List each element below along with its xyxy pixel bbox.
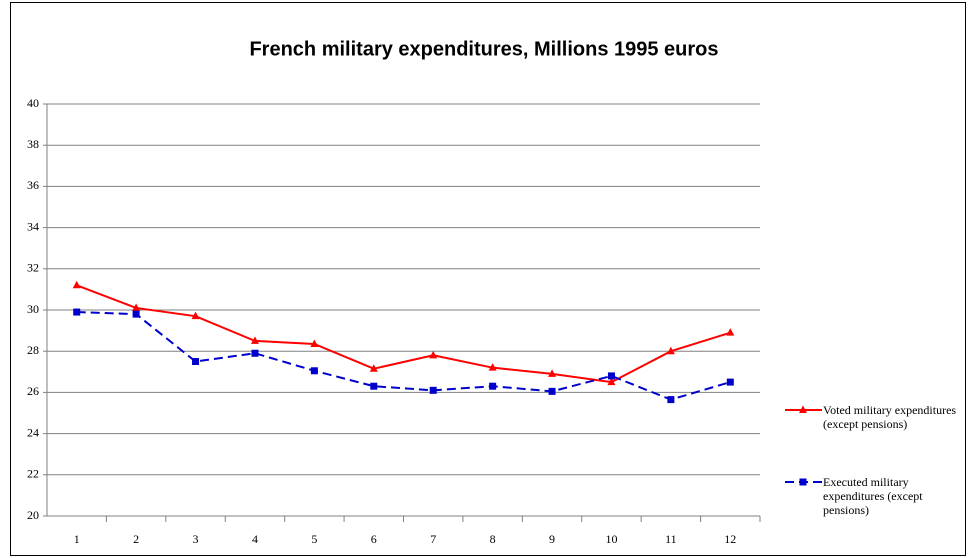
data-point [667,396,675,404]
y-tick-label: 26 [27,384,39,398]
data-point [488,363,497,371]
legend-marker [799,478,807,486]
x-tick-label: 11 [665,532,677,546]
data-point [369,364,378,372]
data-point [607,372,615,380]
data-point [73,308,81,316]
data-point [429,350,438,359]
y-tick-label: 22 [27,467,39,481]
x-tick-label: 4 [252,532,258,546]
data-point [548,387,556,395]
y-tick-label: 36 [27,178,39,192]
x-tick-label: 10 [605,532,617,546]
x-tick-label: 3 [193,532,199,546]
data-point [310,339,319,347]
y-tick-label: 38 [27,137,39,151]
data-point [132,303,141,311]
y-tick-label: 34 [27,219,39,233]
legend-label: Executed military expenditures (except p… [823,475,923,517]
data-point [548,369,557,377]
data-point [310,367,318,375]
x-tick-label: 6 [371,532,377,546]
data-point [250,336,259,344]
legend-label: Voted military expenditures (except pens… [823,403,957,431]
series-line [76,284,731,384]
chart-frame [10,2,966,556]
x-tick-label: 5 [311,532,317,546]
data-point [191,311,200,320]
x-tick-label: 12 [724,532,736,546]
x-tick-label: 9 [549,532,555,546]
chart-title: French military expenditures, Millions 1… [249,38,718,60]
data-point [666,346,675,355]
y-tick-label: 40 [27,96,39,110]
data-point [489,382,497,390]
data-point [726,328,735,336]
y-tick-label: 24 [27,425,39,439]
x-tick-label: 2 [133,532,139,546]
y-tick-label: 20 [27,508,39,522]
x-tick-label: 7 [430,532,436,546]
data-point [192,358,200,365]
data-point [607,377,616,386]
data-point [72,280,81,289]
data-point [429,386,437,394]
legend-marker [799,405,807,413]
data-point [726,378,734,386]
y-tick-label: 30 [27,302,39,316]
x-tick-label: 1 [74,532,80,546]
y-tick-label: 32 [27,261,39,275]
data-point [132,310,140,318]
y-tick-label: 28 [27,343,39,357]
data-point [251,349,259,357]
x-tick-label: 8 [490,532,496,546]
data-point [370,382,378,390]
